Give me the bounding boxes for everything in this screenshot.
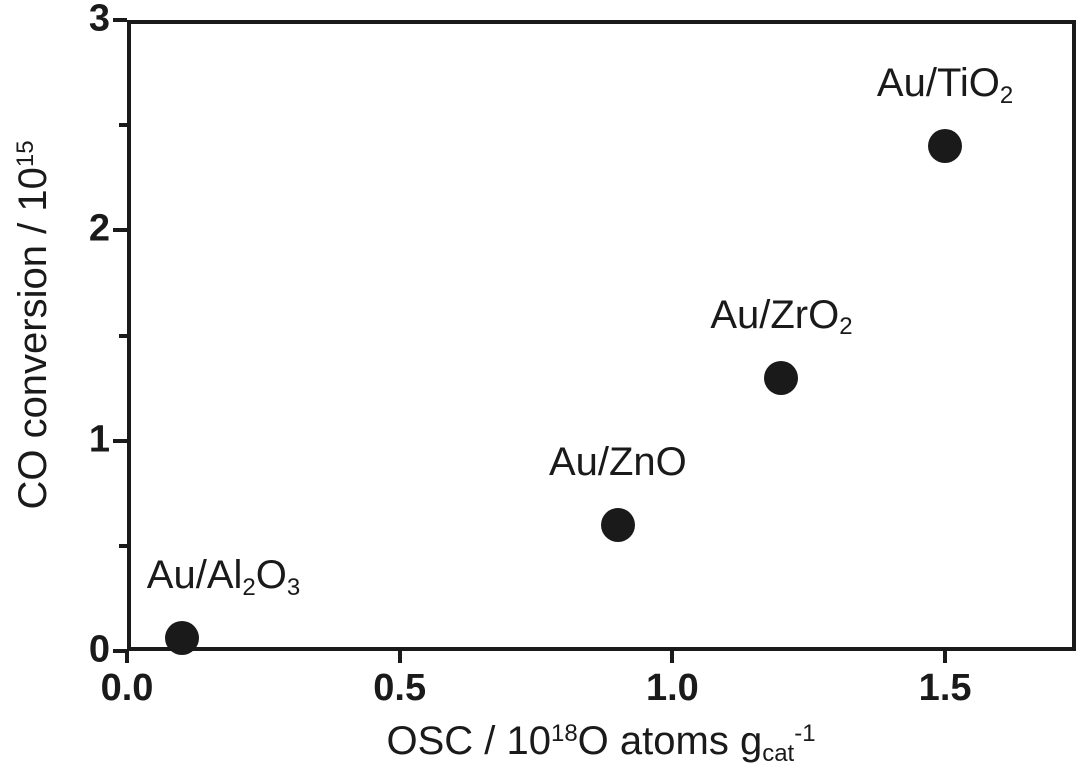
- plain-text: CO conversion / 10: [11, 167, 55, 510]
- superscript-text: -1: [794, 719, 816, 747]
- y-axis-minor-tick: [119, 333, 127, 338]
- y-axis-minor-tick: [119, 123, 127, 128]
- plain-text: O: [255, 553, 287, 598]
- superscript-text: 15: [11, 140, 39, 168]
- data-point-au-zro2: [764, 360, 799, 395]
- y-axis-tick-label: 0: [88, 628, 110, 671]
- point-label-au-zno: Au/ZnO: [549, 439, 687, 485]
- y-axis-major-tick: [113, 649, 127, 653]
- y-axis-major-tick: [113, 438, 127, 443]
- plain-text: Au/ZrO: [710, 292, 840, 337]
- y-axis-tick-label: 2: [88, 207, 110, 250]
- plot-area: [127, 20, 1076, 651]
- x-axis-tick-label: 0.5: [373, 667, 427, 709]
- y-axis-minor-tick: [119, 543, 127, 548]
- x-axis-major-tick: [670, 651, 675, 663]
- point-label-au-al2o3: Au/Al2O3: [146, 552, 301, 602]
- data-point-au-al2o3: [164, 621, 199, 656]
- data-point-au-zno: [600, 507, 635, 542]
- subscript-text: 2: [999, 81, 1014, 109]
- subscript-text: 2: [839, 313, 853, 341]
- y-axis-tick-label: 1: [88, 417, 110, 460]
- x-axis-tick-label: 1.0: [645, 667, 699, 709]
- plain-text: OSC / 10: [386, 719, 551, 763]
- y-axis-tick-label: 3: [88, 0, 110, 40]
- subscript-text: cat: [762, 739, 795, 767]
- plain-text: O atoms g: [577, 719, 763, 763]
- y-axis-major-tick: [113, 228, 127, 233]
- x-axis-major-tick: [943, 651, 948, 663]
- plain-text: Au/TiO: [876, 61, 1000, 106]
- subscript-text: 2: [242, 574, 256, 602]
- data-point-au-tio2: [928, 129, 963, 164]
- x-axis-major-tick: [125, 651, 129, 663]
- plain-text: Au/ZnO: [548, 439, 687, 484]
- y-axis-title: CO conversion / 1015: [11, 140, 55, 509]
- point-label-au-zro2: Au/ZrO2: [710, 292, 853, 341]
- x-axis-major-tick: [397, 651, 402, 663]
- y-axis-major-tick: [113, 18, 127, 22]
- point-label-au-tio2: Au/TiO2: [876, 60, 1014, 109]
- superscript-text: 18: [550, 719, 578, 747]
- plain-text: Au/Al: [146, 553, 243, 598]
- subscript-text: 3: [286, 574, 301, 602]
- x-axis-tick-label: 0.0: [100, 667, 154, 709]
- x-axis-tick-label: 1.5: [918, 667, 972, 709]
- x-axis-title: OSC / 1018O atoms gcat-1: [386, 719, 816, 766]
